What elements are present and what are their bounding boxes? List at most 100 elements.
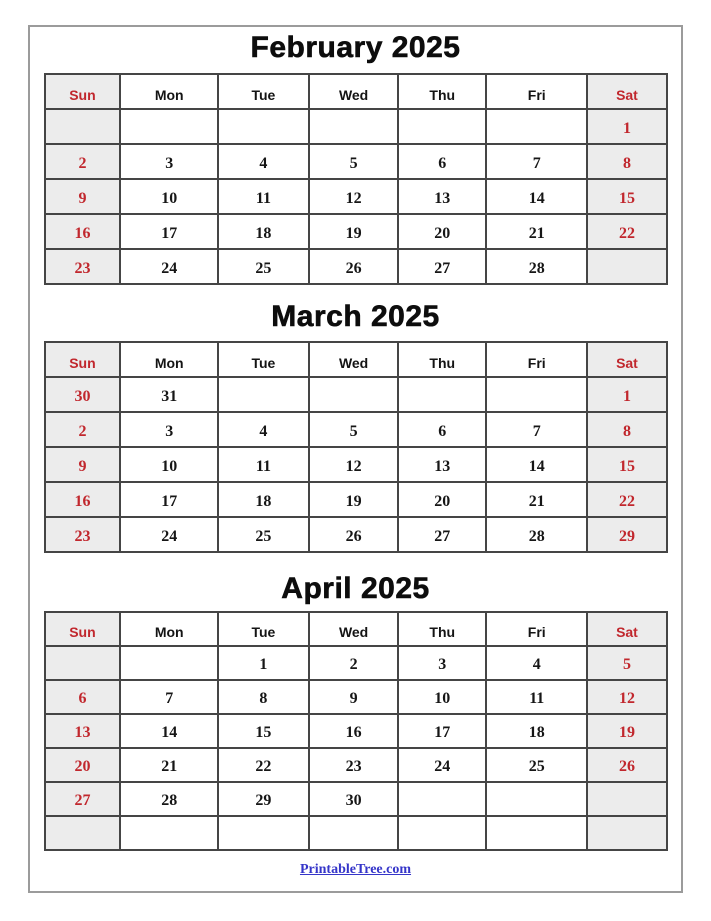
week-row: 9 10 11 12 13 14 15: [43, 446, 668, 483]
day-cell-empty: [43, 108, 122, 145]
day-cell-empty: [397, 108, 488, 145]
day-cell: 17: [119, 481, 220, 518]
day-cell: 19: [307, 481, 400, 518]
weekday-header-sat: Sat: [586, 611, 668, 647]
day-cell: 23: [307, 747, 400, 783]
day-cell: 22: [217, 747, 310, 783]
weekday-header-row: Sun Mon Tue Wed Thu Fri Sat: [43, 73, 668, 110]
day-cell: 1: [586, 376, 668, 413]
day-cell: 27: [43, 781, 122, 817]
day-cell-empty: [485, 108, 589, 145]
day-cell-empty: [43, 645, 122, 681]
month-grid: Sun Mon Tue Wed Thu Fri Sat 1 2 3 4 5 6 7 8 9 10 11 12 13 14…: [43, 611, 668, 851]
day-cell-empty: [217, 376, 310, 413]
day-cell: 16: [307, 713, 400, 749]
day-cell-empty: [586, 815, 668, 851]
day-cell: 25: [217, 248, 310, 285]
weekday-header-row: Sun Mon Tue Wed Thu Fri Sat: [43, 341, 668, 378]
day-cell: 15: [217, 713, 310, 749]
day-cell: 12: [586, 679, 668, 715]
day-cell: 3: [119, 411, 220, 448]
day-cell: 16: [43, 213, 122, 250]
day-cell: 7: [485, 411, 589, 448]
day-cell: 30: [43, 376, 122, 413]
weekday-header-fri: Fri: [485, 341, 589, 378]
day-cell-empty: [119, 645, 220, 681]
weekday-header-wed: Wed: [307, 341, 400, 378]
weekday-header-row: Sun Mon Tue Wed Thu Fri Sat: [43, 611, 668, 647]
day-cell: 28: [485, 248, 589, 285]
day-cell: 26: [307, 248, 400, 285]
day-cell: 22: [586, 481, 668, 518]
day-cell: 9: [43, 178, 122, 215]
day-cell: 5: [586, 645, 668, 681]
day-cell-empty: [397, 781, 488, 817]
day-cell: 24: [119, 516, 220, 553]
weekday-header-sun: Sun: [43, 341, 122, 378]
weekday-header-mon: Mon: [119, 341, 220, 378]
day-cell: 3: [397, 645, 488, 681]
footer: PrintableTree.com: [30, 860, 681, 878]
footer-link[interactable]: PrintableTree.com: [299, 862, 412, 877]
day-cell: 21: [485, 481, 589, 518]
day-cell-empty: [485, 376, 589, 413]
day-cell: 1: [586, 108, 668, 145]
weekday-header-fri: Fri: [485, 73, 589, 110]
week-row: 20 21 22 23 24 25 26: [43, 747, 668, 783]
day-cell: 18: [217, 213, 310, 250]
day-cell: 2: [43, 411, 122, 448]
weekday-header-thu: Thu: [397, 341, 488, 378]
month-grid: Sun Mon Tue Wed Thu Fri Sat 1 2 3 4 5 6 7 8 9 10 11 12 13 14…: [43, 73, 668, 285]
day-cell: 10: [119, 446, 220, 483]
day-cell: 4: [485, 645, 589, 681]
day-cell: 20: [397, 213, 488, 250]
day-cell: 2: [307, 645, 400, 681]
day-cell: 22: [586, 213, 668, 250]
day-cell: 27: [397, 248, 488, 285]
day-cell-empty: [307, 376, 400, 413]
day-cell: 12: [307, 446, 400, 483]
day-cell: 6: [43, 679, 122, 715]
day-cell: 4: [217, 143, 310, 180]
day-cell-empty: [119, 108, 220, 145]
day-cell: 6: [397, 411, 488, 448]
day-cell: 27: [397, 516, 488, 553]
day-cell-empty: [307, 815, 400, 851]
day-cell: 29: [217, 781, 310, 817]
day-cell: 10: [397, 679, 488, 715]
month-section-march-2025: March 2025 Sun Mon Tue Wed Thu Fri Sat 30 31 1 2 3 4 5…: [30, 300, 681, 553]
day-cell-empty: [119, 815, 220, 851]
day-cell: 11: [217, 178, 310, 215]
day-cell: 19: [586, 713, 668, 749]
day-cell: 26: [307, 516, 400, 553]
day-cell: 7: [485, 143, 589, 180]
week-row: 23 24 25 26 27 28 29: [43, 516, 668, 553]
day-cell: 17: [397, 713, 488, 749]
day-cell-empty: [307, 108, 400, 145]
day-cell: 30: [307, 781, 400, 817]
week-row: 13 14 15 16 17 18 19: [43, 713, 668, 749]
month-title: April 2025: [281, 572, 430, 606]
month-section-february-2025: February 2025 Sun Mon Tue Wed Thu Fri Sat 1 2 3 4 5 6…: [30, 31, 681, 285]
day-cell: 1: [217, 645, 310, 681]
day-cell: 18: [217, 481, 310, 518]
day-cell-empty: [586, 248, 668, 285]
day-cell: 14: [485, 446, 589, 483]
day-cell: 13: [397, 446, 488, 483]
day-cell: 11: [485, 679, 589, 715]
day-cell: 13: [43, 713, 122, 749]
day-cell: 26: [586, 747, 668, 783]
week-row: 30 31 1: [43, 376, 668, 413]
weekday-header-sun: Sun: [43, 73, 122, 110]
day-cell: 8: [217, 679, 310, 715]
weekday-header-thu: Thu: [397, 73, 488, 110]
day-cell: 15: [586, 178, 668, 215]
weekday-header-tue: Tue: [217, 341, 310, 378]
day-cell: 14: [119, 713, 220, 749]
day-cell: 21: [119, 747, 220, 783]
day-cell: 17: [119, 213, 220, 250]
weekday-header-wed: Wed: [307, 611, 400, 647]
weekday-header-thu: Thu: [397, 611, 488, 647]
